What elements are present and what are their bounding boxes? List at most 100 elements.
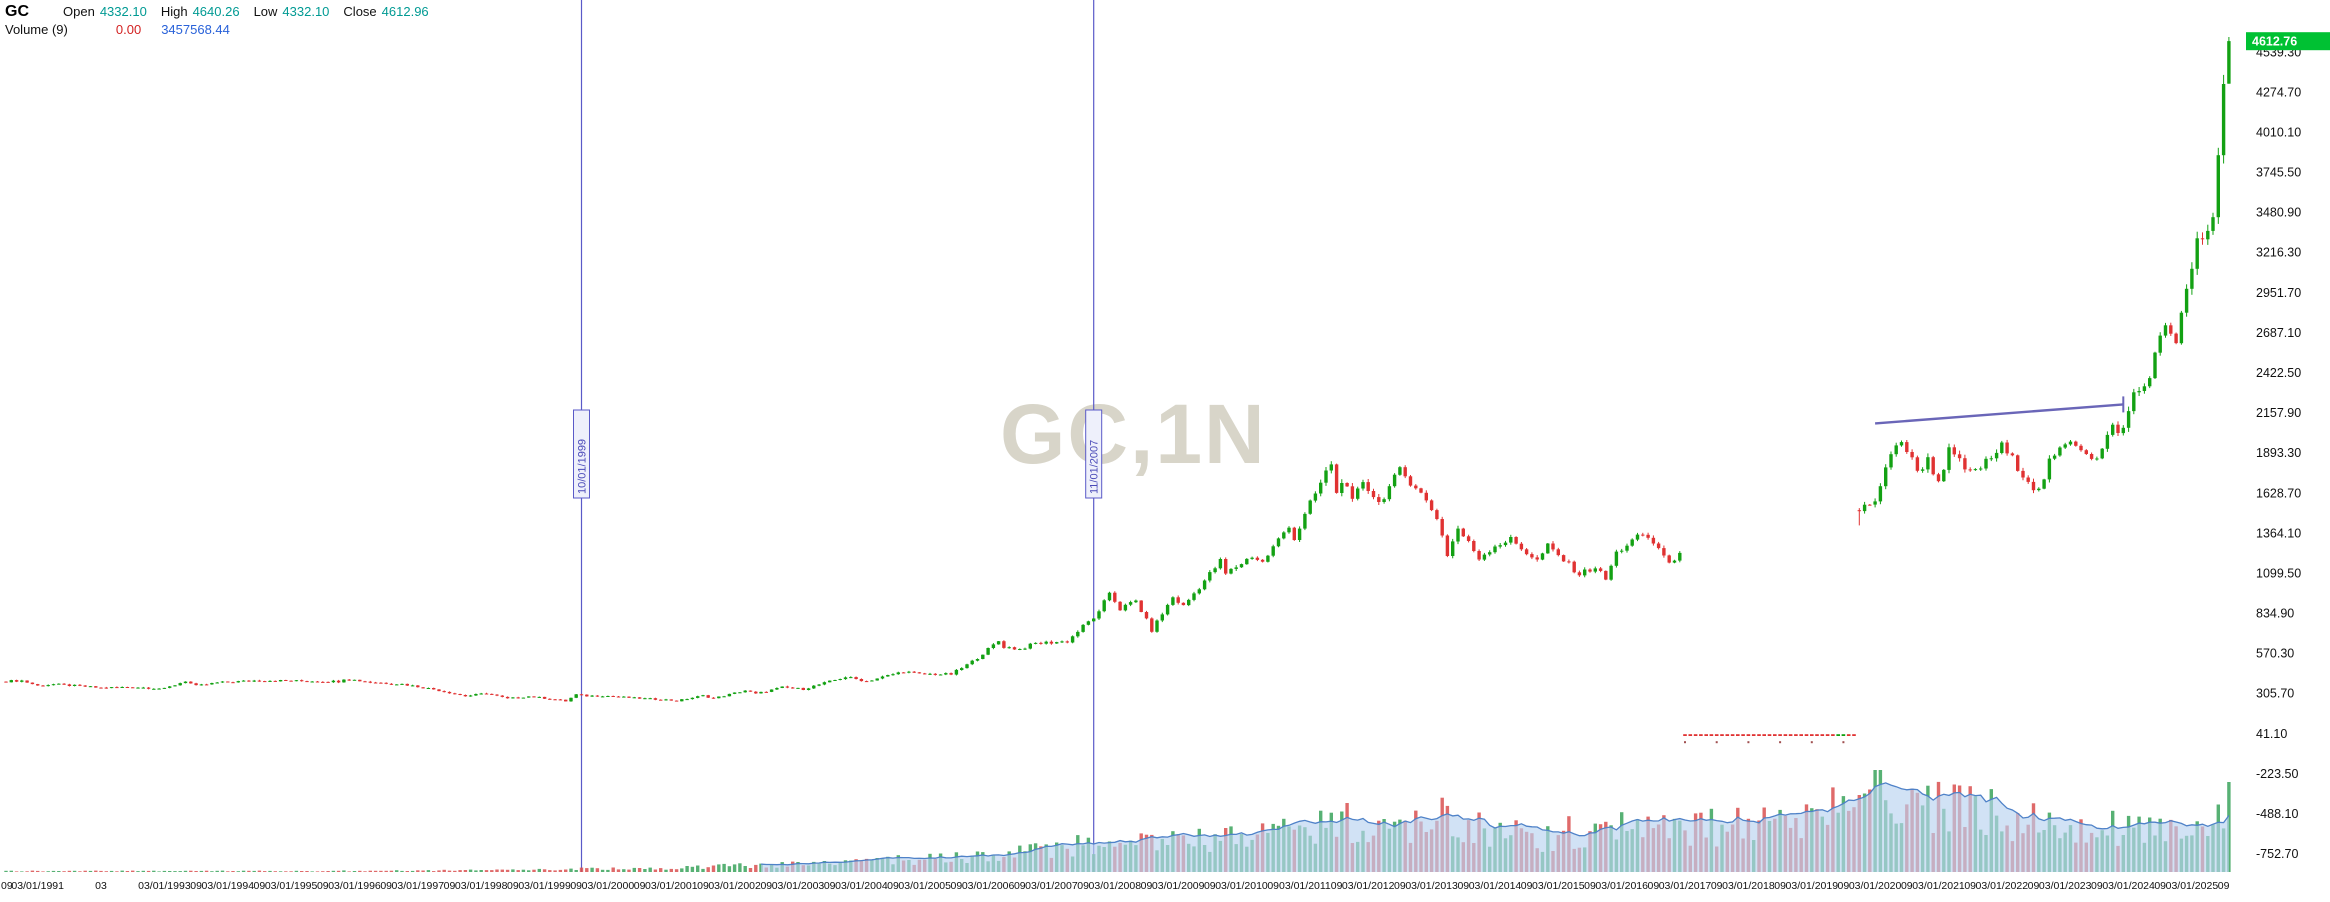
svg-text:09: 09	[380, 880, 392, 892]
vertical-line-label[interactable]: 11/01/2007	[1085, 409, 1103, 499]
gap-dotted-series	[1683, 734, 1856, 744]
svg-text:03/01/2017: 03/01/2017	[1659, 880, 1712, 892]
ohlc-legend: GC Open 4332.10 High 4640.26 Low 4332.10…	[5, 3, 443, 21]
svg-text:09: 09	[951, 880, 963, 892]
svg-text:03/01/1993: 03/01/1993	[138, 880, 191, 892]
svg-text:03/01/2014: 03/01/2014	[1469, 880, 1522, 892]
svg-text:09: 09	[190, 880, 202, 892]
time-axis: 0903/01/19910303/01/19930903/01/19940903…	[1, 880, 2230, 892]
svg-text:2687.10: 2687.10	[2256, 326, 2301, 340]
svg-text:3216.30: 3216.30	[2256, 246, 2301, 260]
svg-text:09: 09	[570, 880, 582, 892]
volume-ma-area	[761, 782, 2229, 872]
svg-text:09: 09	[1077, 880, 1089, 892]
svg-text:1099.50: 1099.50	[2256, 566, 2301, 580]
svg-text:03/01/2019: 03/01/2019	[1786, 880, 1839, 892]
svg-text:03/01/2008: 03/01/2008	[1089, 880, 1142, 892]
svg-text:1364.10: 1364.10	[2256, 526, 2301, 540]
vertical-line-label[interactable]: 10/01/1999	[573, 409, 590, 499]
svg-text:03/01/2024: 03/01/2024	[2102, 880, 2155, 892]
svg-text:09: 09	[444, 880, 456, 892]
volume-ma-line	[760, 782, 2230, 866]
svg-text:03/01/2011: 03/01/2011	[1279, 880, 1331, 892]
svg-text:09: 09	[317, 880, 329, 892]
volume-study-label: Volume (9)	[5, 22, 68, 37]
svg-text:03/01/1995: 03/01/1995	[265, 880, 318, 892]
svg-text:09: 09	[1267, 880, 1279, 892]
open-value: 4332.10	[99, 4, 147, 19]
svg-text:03/01/2003: 03/01/2003	[772, 880, 825, 892]
volume-legend: Volume (9) 0.00 3457568.44	[5, 22, 230, 37]
svg-text:03/01/1996: 03/01/1996	[328, 880, 381, 892]
svg-text:09: 09	[507, 880, 519, 892]
svg-text:-223.50: -223.50	[2256, 767, 2298, 781]
svg-text:305.70: 305.70	[2256, 687, 2294, 701]
svg-text:03/01/2018: 03/01/2018	[1722, 880, 1775, 892]
svg-text:1893.30: 1893.30	[2256, 446, 2301, 460]
svg-text:09: 09	[1141, 880, 1153, 892]
svg-text:09: 09	[1394, 880, 1406, 892]
svg-text:09: 09	[1774, 880, 1786, 892]
close-value: 4612.96	[381, 4, 429, 19]
svg-text:09: 09	[1014, 880, 1026, 892]
svg-text:09: 09	[1521, 880, 1533, 892]
svg-text:03/01/1994: 03/01/1994	[202, 880, 255, 892]
current-price-badge: 4612.76	[2246, 32, 2330, 51]
svg-text:-752.70: -752.70	[2256, 847, 2298, 861]
svg-text:2157.90: 2157.90	[2256, 406, 2301, 420]
svg-text:03/01/2021: 03/01/2021	[1912, 880, 1965, 892]
close-label: Close	[343, 4, 377, 19]
svg-text:03/01/2023: 03/01/2023	[2039, 880, 2092, 892]
svg-text:09: 09	[1711, 880, 1723, 892]
svg-text:09: 09	[887, 880, 899, 892]
svg-text:03/01/2005: 03/01/2005	[898, 880, 951, 892]
svg-text:834.90: 834.90	[2256, 607, 2294, 621]
low-value: 4332.10	[282, 4, 330, 19]
svg-text:1628.70: 1628.70	[2256, 486, 2301, 500]
svg-text:4612.76: 4612.76	[2252, 35, 2297, 49]
svg-text:3480.90: 3480.90	[2256, 206, 2301, 220]
time-scale[interactable]	[0, 872, 2246, 902]
svg-text:09: 09	[1457, 880, 1469, 892]
svg-text:03/01/2002: 03/01/2002	[708, 880, 761, 892]
svg-text:09: 09	[1838, 880, 1850, 892]
svg-text:-488.10: -488.10	[2256, 807, 2298, 821]
svg-text:570.30: 570.30	[2256, 647, 2294, 661]
svg-text:03/01/2016: 03/01/2016	[1595, 880, 1648, 892]
svg-text:03/01/2000: 03/01/2000	[582, 880, 635, 892]
svg-text:09: 09	[2154, 880, 2166, 892]
price-scale[interactable]	[2246, 0, 2330, 872]
svg-text:03/01/2001: 03/01/2001	[645, 880, 698, 892]
svg-text:4274.70: 4274.70	[2256, 85, 2301, 99]
svg-text:03/01/1999: 03/01/1999	[518, 880, 571, 892]
svg-text:03/01/2025: 03/01/2025	[2166, 880, 2219, 892]
high-label: High	[160, 4, 188, 19]
low-label: Low	[253, 4, 278, 19]
svg-text:03/01/2022: 03/01/2022	[1976, 880, 2029, 892]
svg-text:10/01/1999: 10/01/1999	[577, 439, 589, 494]
open-label: Open	[63, 4, 95, 19]
svg-text:03/01/1997: 03/01/1997	[392, 880, 445, 892]
svg-text:09: 09	[1204, 880, 1216, 892]
svg-text:03/01/2006: 03/01/2006	[962, 880, 1015, 892]
svg-text:09: 09	[2091, 880, 2103, 892]
svg-text:03/01/2013: 03/01/2013	[1405, 880, 1458, 892]
watermark: GC,1N	[1000, 387, 1267, 481]
high-value: 4640.26	[192, 4, 240, 19]
svg-text:03/01/1991: 03/01/1991	[11, 880, 64, 892]
trendline-drawing[interactable]	[1875, 403, 2124, 425]
svg-text:03/01/2010: 03/01/2010	[1215, 880, 1268, 892]
svg-text:03/01/2012: 03/01/2012	[1342, 880, 1395, 892]
svg-text:09: 09	[1964, 880, 1976, 892]
volume-value: 0.00	[115, 22, 142, 37]
svg-text:09: 09	[2028, 880, 2040, 892]
svg-text:03/01/2020: 03/01/2020	[1849, 880, 1902, 892]
svg-text:09: 09	[1331, 880, 1343, 892]
svg-text:2422.50: 2422.50	[2256, 366, 2301, 380]
svg-text:03/01/2007: 03/01/2007	[1025, 880, 1078, 892]
svg-text:09: 09	[1901, 880, 1913, 892]
svg-text:09: 09	[254, 880, 266, 892]
symbol-label: GC	[5, 3, 29, 20]
